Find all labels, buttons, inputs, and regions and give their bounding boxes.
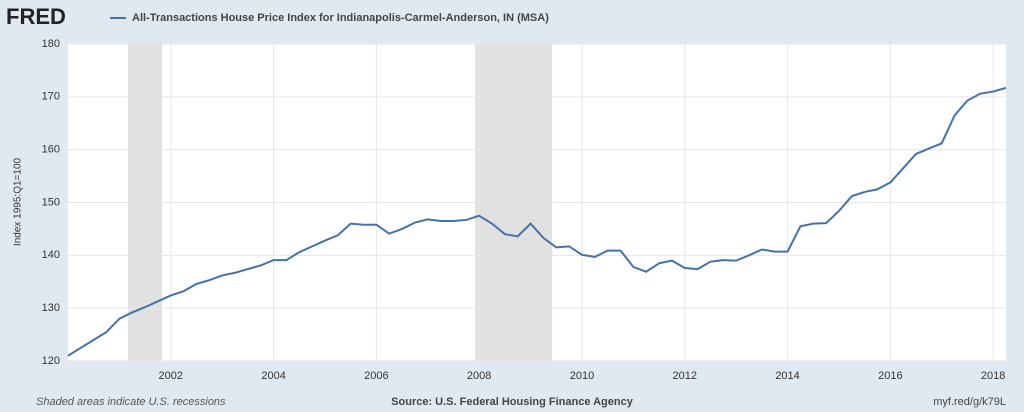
x-tick-label: 2008 <box>467 370 491 382</box>
x-tick-label: 2012 <box>673 370 697 382</box>
y-tick-label: 150 <box>42 196 60 208</box>
x-tick-label: 2014 <box>775 370 799 382</box>
y-tick-label: 180 <box>42 38 60 50</box>
x-tick-label: 2006 <box>364 370 388 382</box>
y-tick-label: 130 <box>42 302 60 314</box>
legend-label: All-Transactions House Price Index for I… <box>132 12 549 24</box>
y-tick-label: 140 <box>42 249 60 261</box>
x-tick-label: 2018 <box>981 370 1005 382</box>
y-tick-label: 170 <box>42 91 60 103</box>
x-tick-label: 2002 <box>159 370 183 382</box>
logo: FRED <box>6 4 66 29</box>
data-line <box>67 86 1007 357</box>
source: Source: U.S. Federal Housing Finance Age… <box>391 396 634 408</box>
y-axis-label: Index 1995:Q1=100 <box>13 158 24 247</box>
y-tick-label: 120 <box>42 355 60 367</box>
x-tick-label: 2004 <box>261 370 285 382</box>
link: myf.red/g/k79L <box>933 396 1006 408</box>
recession-note: Shaded areas indicate U.S. recessions <box>36 396 226 408</box>
y-tick-label: 160 <box>42 144 60 156</box>
x-tick-label: 2016 <box>878 370 902 382</box>
x-tick-label: 2010 <box>570 370 594 382</box>
